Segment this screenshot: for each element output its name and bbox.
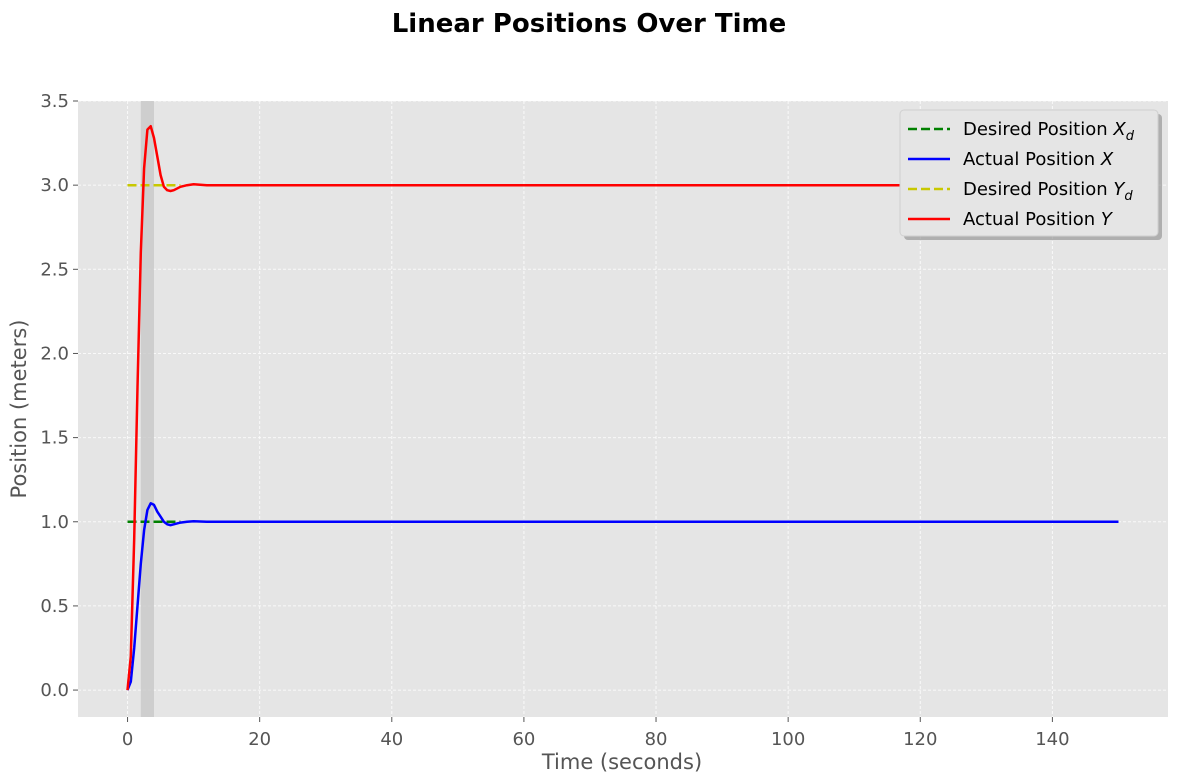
legend-label-3: Actual Position Y (963, 209, 1114, 230)
x-axis-ticks: 0 20 40 60 80 100 120 140 (122, 717, 1070, 750)
y-tick-label: 3.5 (40, 91, 69, 112)
chart-title: Linear Positions Over Time (392, 9, 787, 39)
series-layer (126, 124, 1119, 691)
x-tick-label: 40 (380, 729, 403, 750)
x-tick-label: 20 (248, 729, 271, 750)
series-line-3 (126, 124, 1119, 691)
x-tick-label: 120 (903, 729, 937, 750)
y-axis-ticks: 0.0 0.5 1.0 1.5 2.0 2.5 3.0 3.5 (40, 91, 78, 701)
y-tick-label: 0.5 (40, 596, 69, 617)
legend-label-0: Desired Position Xd (963, 119, 1135, 144)
legend-label-1: Actual Position X (963, 149, 1114, 170)
legend: Desired Position Xd Actual Position X Desi… (899, 109, 1162, 240)
x-tick-label: 100 (771, 729, 805, 750)
legend-label-2: Desired Position Yd (963, 179, 1133, 204)
y-tick-label: 1.0 (40, 512, 69, 533)
legend-box (899, 109, 1159, 237)
y-axis-label: Position (meters) (7, 320, 31, 499)
shaded-region-layer (140, 101, 154, 717)
y-tick-label: 0.0 (40, 680, 69, 701)
shaded-region (140, 101, 154, 717)
series-line-1 (126, 502, 1119, 691)
x-tick-label: 60 (512, 729, 535, 750)
y-tick-label: 2.0 (40, 343, 69, 364)
x-tick-label: 80 (645, 729, 668, 750)
x-tick-label: 0 (122, 729, 133, 750)
y-tick-label: 2.5 (40, 259, 69, 280)
x-tick-label: 140 (1035, 729, 1069, 750)
y-tick-label: 1.5 (40, 428, 69, 449)
y-tick-label: 3.0 (40, 175, 69, 196)
x-axis-label: Time (seconds) (541, 750, 702, 774)
